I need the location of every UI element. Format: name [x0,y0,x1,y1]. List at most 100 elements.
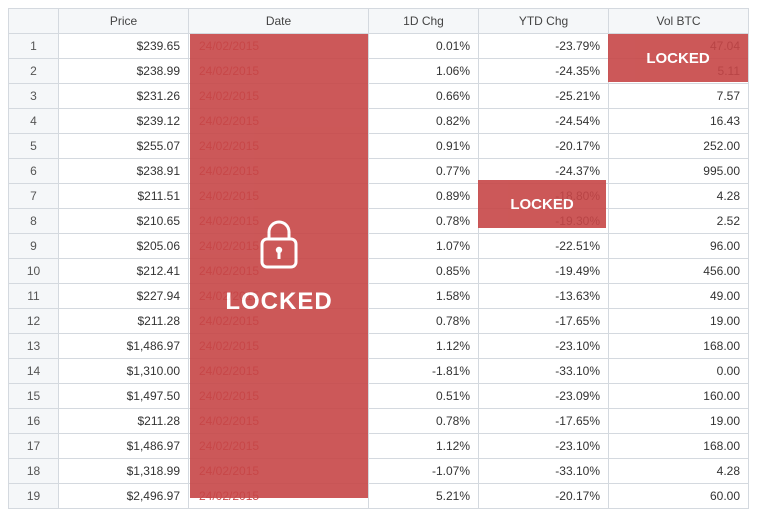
price-table: Price Date 1D Chg YTD Chg Vol BTC 1$239.… [8,8,749,509]
col-vol-btc[interactable]: Vol BTC [609,9,749,34]
col-date[interactable]: Date [189,9,369,34]
cell-vol: 2.52 [609,209,749,234]
cell-1d-chg: 1.07% [369,234,479,259]
table-row[interactable]: 8$210.6524/02/20150.78%-19.30%2.52 [9,209,749,234]
cell-1d-chg: 0.78% [369,309,479,334]
cell-1d-chg: 1.12% [369,434,479,459]
cell-price: $211.51 [59,184,189,209]
cell-vol: 19.00 [609,409,749,434]
table-row[interactable]: 11$227.9424/02/20151.58%-13.63%49.00 [9,284,749,309]
col-ytd-chg[interactable]: YTD Chg [479,9,609,34]
cell-1d-chg: 1.58% [369,284,479,309]
table-row[interactable]: 19$2,496.9724/02/20155.21%-20.17%60.00 [9,484,749,509]
cell-price: $1,318.99 [59,459,189,484]
cell-vol: 160.00 [609,384,749,409]
cell-ytd-chg: -22.51% [479,234,609,259]
table-row[interactable]: 3$231.2624/02/20150.66%-25.21%7.57 [9,84,749,109]
cell-1d-chg: 0.78% [369,209,479,234]
cell-1d-chg: 1.12% [369,334,479,359]
cell-vol: 60.00 [609,484,749,509]
cell-1d-chg: 0.82% [369,109,479,134]
locked-label: LOCKED [510,196,573,213]
table-row[interactable]: 10$212.4124/02/20150.85%-19.49%456.00 [9,259,749,284]
cell-vol: 4.28 [609,184,749,209]
row-number: 17 [9,434,59,459]
cell-1d-chg: 0.78% [369,409,479,434]
row-number: 5 [9,134,59,159]
locked-overlay-ytd[interactable]: LOCKED [478,180,606,228]
table-row[interactable]: 5$255.0724/02/20150.91%-20.17%252.00 [9,134,749,159]
cell-price: $239.12 [59,109,189,134]
cell-1d-chg: 0.66% [369,84,479,109]
cell-ytd-chg: -24.54% [479,109,609,134]
table-row[interactable]: 15$1,497.5024/02/20150.51%-23.09%160.00 [9,384,749,409]
row-number: 3 [9,84,59,109]
cell-ytd-chg: -17.65% [479,309,609,334]
col-rownum[interactable] [9,9,59,34]
col-price[interactable]: Price [59,9,189,34]
cell-ytd-chg: -23.10% [479,434,609,459]
locked-label: LOCKED [225,288,332,316]
table-row[interactable]: 12$211.2824/02/20150.78%-17.65%19.00 [9,309,749,334]
row-number: 14 [9,359,59,384]
data-table-container: Price Date 1D Chg YTD Chg Vol BTC 1$239.… [8,8,749,509]
cell-ytd-chg: -23.09% [479,384,609,409]
cell-price: $205.06 [59,234,189,259]
row-number: 7 [9,184,59,209]
cell-price: $227.94 [59,284,189,309]
col-1d-chg[interactable]: 1D Chg [369,9,479,34]
row-number: 12 [9,309,59,334]
cell-ytd-chg: -25.21% [479,84,609,109]
table-row[interactable]: 6$238.9124/02/20150.77%-24.37%995.00 [9,159,749,184]
cell-price: $211.28 [59,309,189,334]
cell-ytd-chg: -13.63% [479,284,609,309]
cell-vol: 456.00 [609,259,749,284]
cell-ytd-chg: -23.79% [479,34,609,59]
row-number: 11 [9,284,59,309]
table-row[interactable]: 17$1,486.9724/02/20151.12%-23.10%168.00 [9,434,749,459]
cell-vol: 7.57 [609,84,749,109]
cell-vol: 168.00 [609,334,749,359]
table-row[interactable]: 7$211.5124/02/20150.89%-18.80%4.28 [9,184,749,209]
table-row[interactable]: 18$1,318.9924/02/2015-1.07%-33.10%4.28 [9,459,749,484]
row-number: 15 [9,384,59,409]
locked-overlay-date[interactable]: LOCKED [190,34,368,498]
cell-1d-chg: 0.51% [369,384,479,409]
cell-vol: 96.00 [609,234,749,259]
row-number: 8 [9,209,59,234]
table-row[interactable]: 9$205.0624/02/20151.07%-22.51%96.00 [9,234,749,259]
cell-price: $212.41 [59,259,189,284]
table-row[interactable]: 16$211.2824/02/20150.78%-17.65%19.00 [9,409,749,434]
row-number: 6 [9,159,59,184]
table-row[interactable]: 14$1,310.0024/02/2015-1.81%-33.10%0.00 [9,359,749,384]
cell-vol: 252.00 [609,134,749,159]
cell-vol: 168.00 [609,434,749,459]
locked-label: LOCKED [646,50,709,67]
cell-ytd-chg: -33.10% [479,459,609,484]
cell-vol: 0.00 [609,359,749,384]
cell-1d-chg: 1.06% [369,59,479,84]
row-number: 1 [9,34,59,59]
cell-price: $238.99 [59,59,189,84]
table-row[interactable]: 4$239.1224/02/20150.82%-24.54%16.43 [9,109,749,134]
cell-price: $239.65 [59,34,189,59]
cell-1d-chg: 0.85% [369,259,479,284]
cell-vol: 16.43 [609,109,749,134]
lock-icon [255,217,303,288]
table-header-row: Price Date 1D Chg YTD Chg Vol BTC [9,9,749,34]
cell-1d-chg: -1.81% [369,359,479,384]
cell-vol: 4.28 [609,459,749,484]
cell-1d-chg: -1.07% [369,459,479,484]
cell-1d-chg: 0.01% [369,34,479,59]
cell-ytd-chg: -33.10% [479,359,609,384]
row-number: 4 [9,109,59,134]
cell-vol: 995.00 [609,159,749,184]
cell-price: $2,496.97 [59,484,189,509]
row-number: 9 [9,234,59,259]
cell-vol: 49.00 [609,284,749,309]
cell-ytd-chg: -19.49% [479,259,609,284]
cell-1d-chg: 0.91% [369,134,479,159]
locked-overlay-vol[interactable]: LOCKED [608,34,748,82]
cell-1d-chg: 0.77% [369,159,479,184]
table-row[interactable]: 13$1,486.9724/02/20151.12%-23.10%168.00 [9,334,749,359]
